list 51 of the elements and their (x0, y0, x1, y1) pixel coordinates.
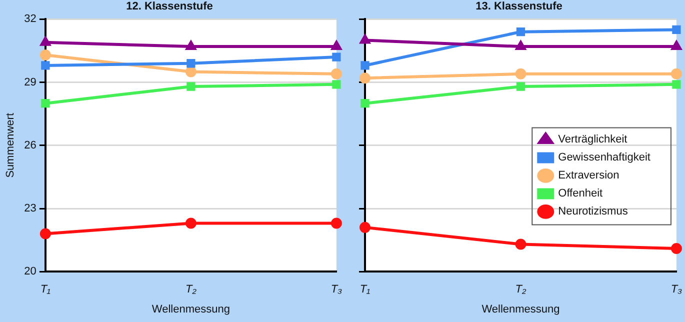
point (360, 61, 370, 70)
point (330, 68, 342, 80)
point (186, 82, 196, 91)
point (40, 36, 50, 46)
legend-label: Verträglichkeit (558, 134, 628, 146)
point (186, 59, 196, 68)
x-tick-label: T₂ (515, 283, 527, 296)
legend-label: Extraversion (558, 170, 620, 182)
y-tick-label: 32 (24, 13, 36, 26)
point (332, 80, 341, 89)
point (332, 52, 341, 62)
chart-title: 12. Klassenstufe (126, 0, 213, 13)
legend-label: Offenheit (558, 188, 603, 200)
legend-label: Gewissenhaftigkeit (558, 152, 650, 164)
point (331, 41, 342, 50)
point (671, 41, 682, 50)
chart-title: 13. Klassenstufe (476, 0, 562, 13)
x-tick-label: T₁ (40, 283, 52, 296)
point (515, 68, 526, 80)
point (672, 80, 681, 89)
point (41, 61, 50, 70)
point (360, 99, 370, 108)
point (185, 66, 196, 78)
legend-label: Neurotizismus (558, 206, 628, 218)
x-axis-title: Wellenmessung (482, 303, 560, 316)
point (360, 72, 370, 84)
x-tick-label: T₁ (360, 283, 371, 296)
point (670, 242, 682, 254)
point (185, 218, 196, 229)
point (186, 41, 196, 50)
y-tick-label: 23 (24, 202, 36, 215)
point (40, 228, 51, 240)
y-tick-label: 26 (24, 139, 36, 152)
y-tick-label: 29 (24, 76, 36, 88)
y-axis-title: Summenwert (4, 113, 17, 178)
x-axis-title: Wellenmessung (152, 303, 230, 316)
point (360, 222, 370, 233)
point (515, 238, 526, 250)
point (516, 41, 526, 50)
x-tick-label: T₂ (185, 283, 198, 296)
point (330, 218, 342, 229)
y-tick-label: 20 (24, 266, 36, 278)
point (672, 25, 681, 34)
x-tick-label: T₃ (670, 283, 683, 296)
point (41, 99, 50, 108)
point (516, 82, 526, 91)
point (670, 68, 682, 80)
point (360, 34, 370, 44)
point (516, 27, 526, 36)
point (40, 49, 51, 60)
x-tick-label: T₃ (330, 283, 343, 296)
